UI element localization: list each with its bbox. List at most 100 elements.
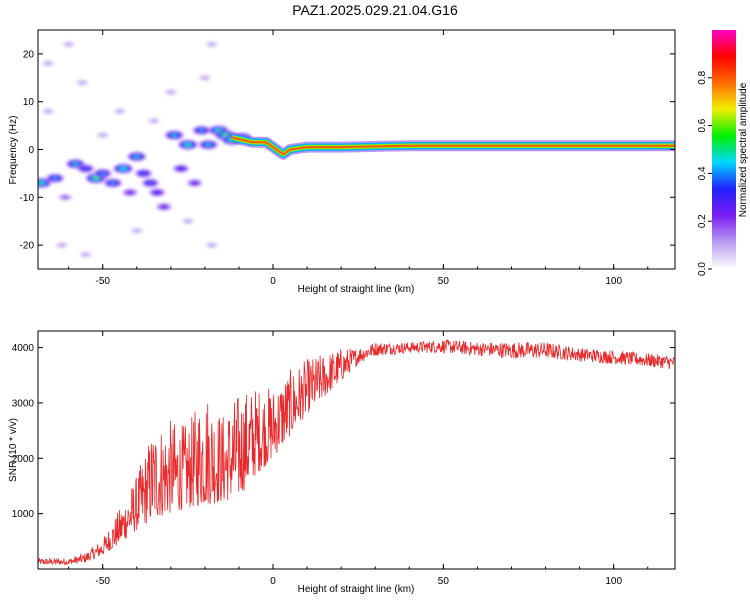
colorbar-segment — [712, 121, 736, 125]
colorbar-segment — [712, 149, 736, 153]
colorbar-ticks: 0.0 0.2 0.4 0.6 0.8 — [697, 70, 712, 276]
colorbar-segment — [712, 239, 736, 242]
colorbar-segment — [712, 199, 736, 202]
colorbar-segment — [712, 131, 736, 135]
spectrogram-ytick-label: -10 — [20, 193, 35, 204]
snr-series-line — [38, 339, 675, 566]
snr-ytick-label: 3000 — [12, 398, 35, 409]
spectrogram-blob — [111, 182, 115, 184]
colorbar-segment — [712, 147, 736, 151]
colorbar-segment — [712, 79, 736, 83]
colorbar-segment — [712, 205, 736, 208]
colorbar-segment — [712, 189, 736, 192]
colorbar-segment — [712, 31, 736, 35]
snr-xtick-label: -50 — [95, 576, 110, 587]
colorbar-segment — [712, 255, 736, 258]
spectrogram-blob — [148, 182, 153, 184]
colorbar-segment — [712, 105, 736, 109]
spectrogram-blob — [84, 253, 88, 256]
colorbar-segment — [712, 91, 736, 95]
colorbar-segment — [712, 59, 736, 63]
colorbar-segment — [712, 77, 736, 81]
colorbar-label: Normalized spectral amplitude — [738, 82, 749, 217]
colorbar-segment — [712, 227, 736, 230]
colorbar-segment — [712, 69, 736, 73]
colorbar-segment — [712, 71, 736, 75]
colorbar-segment — [712, 107, 736, 111]
colorbar-segment — [712, 191, 736, 194]
colorbar-tick-label: 0.2 — [697, 214, 708, 228]
snr-ytick-label: 2000 — [12, 454, 35, 465]
colorbar: 0.0 0.2 0.4 0.6 0.8 Normalized spectral ampl… — [697, 30, 749, 276]
colorbar-segment — [712, 61, 736, 65]
colorbar-segment — [712, 30, 736, 33]
spectrogram-blob — [100, 172, 105, 175]
colorbar-segment — [712, 263, 736, 266]
spectrogram-ytick-label: 10 — [23, 97, 35, 108]
colorbar-segment — [712, 219, 736, 222]
spectrogram-blob — [179, 167, 183, 170]
colorbar-segment — [712, 115, 736, 119]
colorbar-segment — [712, 119, 736, 123]
spectrogram-ylabel: Frequency (Hz) — [8, 116, 19, 185]
colorbar-segment — [712, 261, 736, 264]
colorbar-segment — [712, 179, 736, 182]
spectrogram-blob — [80, 81, 84, 84]
spectrogram-panel: -50 0 50 100 -20 -10 0 10 20 Height of straight … — [8, 29, 676, 295]
colorbar-segment — [712, 169, 736, 173]
colorbar-segment — [712, 101, 736, 105]
spectrogram-blob — [83, 167, 88, 170]
colorbar-segment — [712, 103, 736, 107]
colorbar-segment — [712, 83, 736, 87]
spectrogram-xtick-label: 100 — [605, 276, 622, 287]
colorbar-segment — [712, 181, 736, 184]
colorbar-segment — [712, 165, 736, 169]
colorbar-segment — [712, 215, 736, 218]
colorbar-segment — [712, 161, 736, 165]
spectrogram-blob — [162, 206, 166, 208]
colorbar-segment — [712, 265, 736, 268]
colorbar-segment — [712, 229, 736, 232]
spectrogram-blobs — [38, 40, 253, 259]
colorbar-segment — [712, 243, 736, 246]
colorbar-segment — [712, 223, 736, 226]
snr-xtick-label: 0 — [270, 576, 276, 587]
spectrogram-blob — [155, 191, 159, 194]
colorbar-segment — [712, 211, 736, 214]
colorbar-segment — [712, 143, 736, 147]
colorbar-segment — [712, 133, 736, 137]
colorbar-segment — [712, 155, 736, 159]
colorbar-segment — [712, 63, 736, 67]
spectrogram-xlabel: Height of straight line (km) — [298, 284, 415, 295]
snr-panel: -50 0 50 100 1000 2000 3000 4000 Height of stra… — [8, 330, 676, 595]
snr-ylabel: SNR (10 * v/v) — [8, 418, 19, 482]
colorbar-segment — [712, 151, 736, 155]
snr-xtick-label: 50 — [438, 576, 450, 587]
colorbar-gradient — [712, 30, 736, 270]
spectrogram-xtick-label: 50 — [438, 276, 450, 287]
colorbar-segment — [712, 135, 736, 139]
colorbar-segment — [712, 259, 736, 262]
colorbar-segment — [712, 129, 736, 133]
spectrogram-blob — [169, 91, 173, 93]
colorbar-segment — [712, 117, 736, 121]
spectrogram-blob — [46, 110, 50, 112]
figure-title: PAZ1.2025.029.21.04.G16 — [292, 2, 458, 18]
colorbar-segment — [712, 55, 736, 59]
colorbar-segment — [712, 95, 736, 99]
spectrogram-blob — [199, 129, 204, 132]
colorbar-segment — [712, 67, 736, 71]
spectrogram-xtick-label: -50 — [95, 276, 110, 287]
colorbar-segment — [712, 225, 736, 228]
colorbar-tick-label: 0.6 — [697, 118, 708, 132]
colorbar-segment — [712, 207, 736, 210]
colorbar-tick-label: 0.8 — [697, 70, 708, 84]
colorbar-segment — [712, 241, 736, 244]
colorbar-segment — [712, 251, 736, 254]
colorbar-segment — [712, 81, 736, 85]
colorbar-segment — [712, 157, 736, 161]
spectrogram-heatmap — [38, 40, 675, 259]
colorbar-segment — [712, 247, 736, 250]
spectrogram-blob — [210, 244, 214, 246]
